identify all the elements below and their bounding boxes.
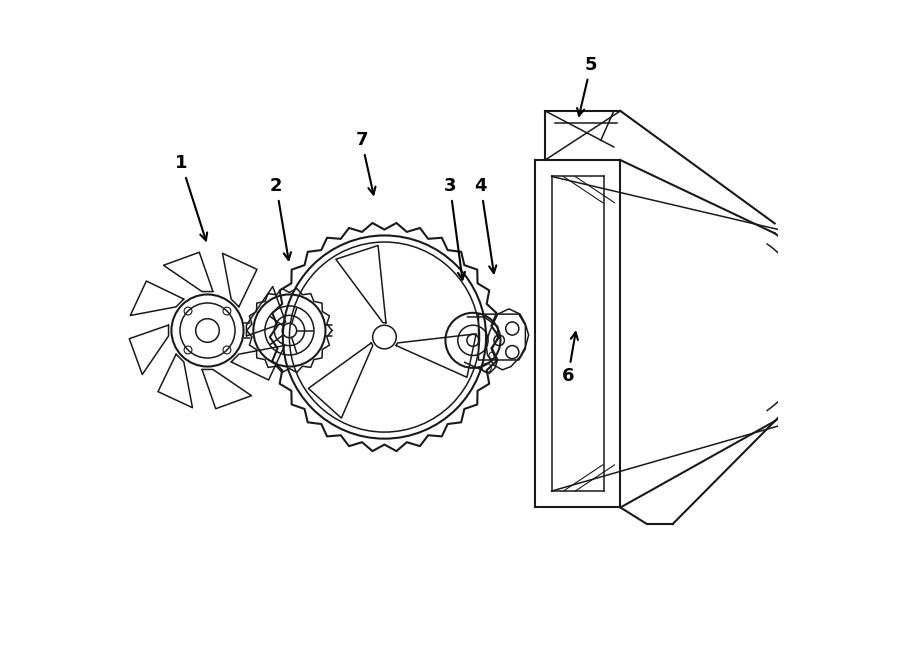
- Text: 3: 3: [444, 177, 465, 280]
- Text: 6: 6: [562, 332, 578, 385]
- Text: 1: 1: [175, 155, 207, 241]
- Text: 5: 5: [577, 56, 598, 116]
- Text: 2: 2: [270, 177, 291, 260]
- Text: 7: 7: [356, 132, 375, 194]
- Text: 4: 4: [474, 177, 496, 273]
